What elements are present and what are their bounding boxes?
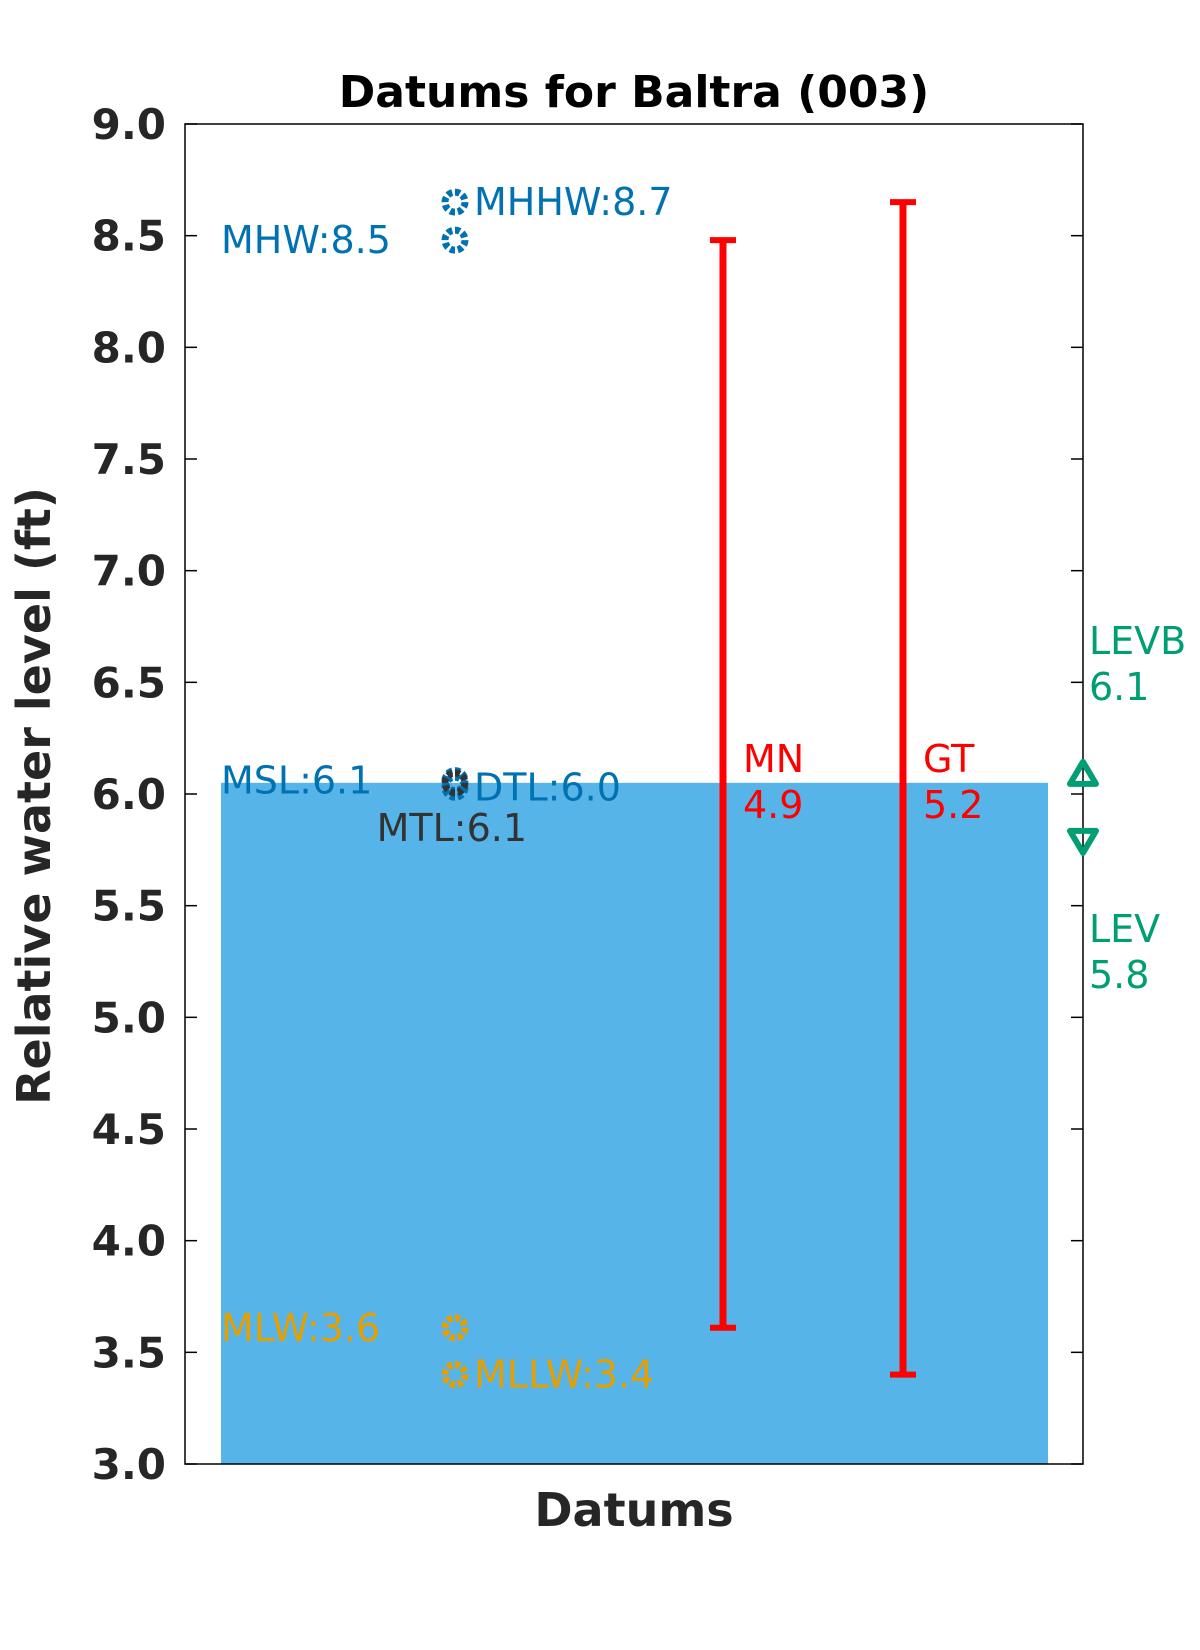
extreme-value-levb: 6.1	[1089, 665, 1149, 709]
datum-label-dtl: DTL:6.0	[474, 765, 621, 809]
datum-label-mtl: MTL:6.1	[377, 806, 527, 850]
y-axis-label: Relative water level (ft)	[7, 487, 61, 1105]
extreme-marker-lev	[1067, 827, 1099, 856]
y-tick-label: 8.5	[92, 212, 166, 261]
datum-label-msl: MSL:6.1	[221, 759, 372, 803]
y-tick-label: 5.5	[92, 882, 166, 931]
datum-label-mllw: MLLW:3.4	[474, 1353, 654, 1397]
extreme-name-levb: LEVB	[1089, 619, 1186, 663]
chart-title: Datums for Baltra (003)	[339, 67, 929, 118]
datum-label-mhhw: MHHW:8.7	[474, 180, 673, 224]
datum-marker-mllw	[441, 1361, 469, 1389]
extreme-name-lev: LEV	[1089, 907, 1160, 951]
y-tick-label: 7.5	[92, 435, 166, 484]
water-level-bar	[221, 782, 1048, 1464]
range-name-gt: GT	[923, 737, 975, 781]
y-tick-label: 5.0	[92, 993, 166, 1042]
y-tick-label: 4.0	[92, 1217, 166, 1266]
range-value-mn: 4.9	[743, 783, 803, 827]
range-name-mn: MN	[743, 737, 804, 781]
datum-marker-mtl	[441, 769, 469, 797]
y-tick-label: 3.0	[92, 1440, 166, 1489]
datum-marker-mlw	[441, 1314, 469, 1342]
y-tick-label: 7.0	[92, 547, 166, 596]
x-axis-label: Datums	[534, 1483, 733, 1537]
y-tick-label: 6.5	[92, 658, 166, 707]
extreme-marker-levb	[1067, 758, 1099, 787]
range-value-gt: 5.2	[923, 783, 983, 827]
y-tick-label: 6.0	[92, 770, 166, 819]
y-tick-label: 4.5	[92, 1105, 166, 1154]
datum-marker-mhhw	[441, 188, 469, 216]
y-tick-label: 9.0	[92, 100, 166, 149]
datum-label-mlw: MLW:3.6	[221, 1306, 380, 1350]
y-tick-label: 8.0	[92, 323, 166, 372]
y-tick-label: 3.5	[92, 1328, 166, 1377]
extreme-value-lev: 5.8	[1089, 953, 1149, 997]
y-axis-ticks: 3.0 3.5 4.0 4.5 5.0 5.5 6.0 6.5 7.0 7.5 8.0 8.5 9.0	[92, 100, 1083, 1489]
datum-label-mhw: MHW:8.5	[221, 218, 391, 262]
datum-marker-mhw	[441, 226, 469, 254]
